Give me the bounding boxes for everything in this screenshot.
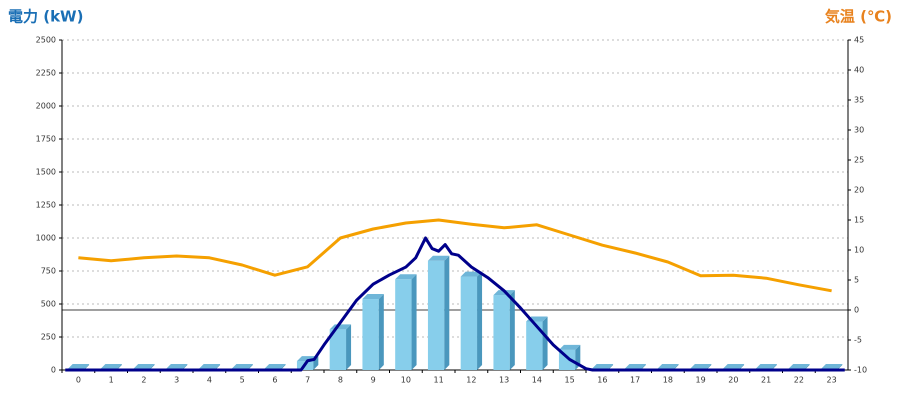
bar: [493, 295, 510, 370]
bar-top: [591, 364, 614, 369]
bar: [526, 321, 543, 370]
bar-top: [722, 364, 745, 369]
y2-tick-label: 5: [854, 276, 859, 285]
y-tick-label: 1000: [36, 234, 56, 243]
y-axis-title: 電力 (kW): [8, 8, 83, 26]
x-tick-label: 16: [597, 376, 607, 385]
x-tick-label: 14: [532, 376, 542, 385]
x-tick-label: 1: [109, 376, 114, 385]
y2-tick-label: 0: [854, 306, 859, 315]
bar-top: [788, 364, 810, 369]
y-tick-label: 0: [51, 366, 56, 375]
x-tick-label: 2: [141, 376, 146, 385]
bar-top: [657, 364, 679, 369]
y2-tick-label: 10: [854, 246, 864, 255]
y-tick-label: 250: [41, 333, 56, 342]
bar-top: [820, 364, 843, 369]
bar-top: [460, 271, 483, 277]
bar: [427, 260, 445, 370]
x-tick-label: 15: [565, 376, 575, 385]
bar-top: [264, 364, 286, 369]
bar-side: [313, 356, 319, 370]
bar-top: [198, 364, 221, 369]
x-tick-label: 23: [827, 376, 837, 385]
y-tick-label: 1500: [36, 168, 56, 177]
y2-tick-label: -10: [854, 366, 867, 375]
y2-tick-label: 40: [854, 66, 864, 75]
bar: [329, 329, 347, 370]
bar-top: [362, 294, 384, 300]
x-tick-label: 11: [434, 376, 444, 385]
x-tick-label: 19: [696, 376, 706, 385]
temperature-line: [78, 218, 832, 293]
x-tick-label: 21: [761, 376, 771, 385]
y-tick-label: 2250: [36, 69, 56, 78]
bar-top: [165, 364, 188, 369]
bar-top: [100, 364, 122, 369]
x-tick-label: 22: [794, 376, 804, 385]
y2-tick-label: 15: [854, 216, 864, 225]
bar-top: [231, 364, 253, 369]
y2-axis-title: 気温 (℃): [825, 8, 892, 26]
y2-tick-label: 45: [854, 36, 864, 45]
y-tick-label: 2500: [36, 36, 56, 45]
y-tick-label: 1250: [36, 201, 56, 210]
bar: [362, 299, 379, 370]
y2-tick-label: 30: [854, 126, 864, 135]
x-tick-label: 13: [499, 376, 509, 385]
y2-tick-label: 20: [854, 186, 864, 195]
y2-tick-label: 35: [854, 96, 864, 105]
bar-top: [558, 344, 581, 350]
bar: [395, 279, 412, 370]
bar-top: [67, 364, 90, 369]
bar-side: [444, 255, 450, 370]
x-tick-label: 9: [371, 376, 376, 385]
x-tick-label: 0: [76, 376, 81, 385]
bar: [460, 276, 478, 370]
x-tick-label: 6: [272, 376, 277, 385]
bar-top: [624, 364, 646, 369]
x-tick-label: 17: [630, 376, 640, 385]
bar-side: [542, 316, 548, 370]
bar-top: [133, 364, 155, 369]
bar-side: [411, 274, 417, 370]
bar-side: [378, 294, 384, 370]
bar-side: [477, 271, 483, 370]
bar-top: [755, 364, 777, 369]
x-tick-label: 7: [305, 376, 310, 385]
y2-tick-label: -5: [854, 336, 862, 345]
bar-top: [689, 364, 712, 369]
y-tick-label: 2000: [36, 102, 56, 111]
x-tick-label: 5: [240, 376, 245, 385]
power-line: [65, 236, 845, 372]
bar-top: [395, 274, 417, 280]
y-tick-label: 1750: [36, 135, 56, 144]
x-tick-label: 18: [663, 376, 673, 385]
y2-tick-label: 25: [854, 156, 864, 165]
y-tick-label: 500: [41, 300, 56, 309]
bar-top: [427, 255, 450, 261]
x-tick-label: 10: [401, 376, 411, 385]
bar-side: [346, 324, 352, 370]
x-tick-label: 12: [466, 376, 476, 385]
x-tick-label: 8: [338, 376, 343, 385]
x-tick-label: 20: [728, 376, 738, 385]
y-tick-label: 750: [41, 267, 56, 276]
x-tick-label: 4: [207, 376, 212, 385]
x-tick-label: 3: [174, 376, 179, 385]
bar-side: [509, 290, 515, 370]
